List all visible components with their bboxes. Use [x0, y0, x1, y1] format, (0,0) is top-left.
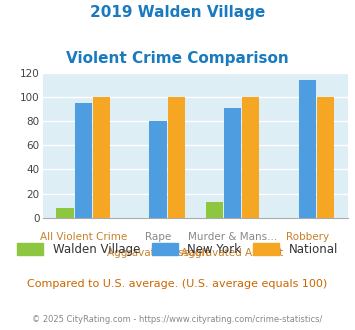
Bar — [224, 108, 241, 218]
Text: Rape: Rape — [145, 232, 171, 242]
Bar — [299, 80, 316, 218]
Bar — [317, 97, 334, 218]
Text: All Violent Crime: All Violent Crime — [40, 232, 127, 242]
Bar — [93, 97, 110, 218]
Text: © 2025 CityRating.com - https://www.cityrating.com/crime-statistics/: © 2025 CityRating.com - https://www.city… — [32, 315, 323, 324]
Text: Aggravated Assault: Aggravated Assault — [181, 248, 284, 258]
Text: Compared to U.S. average. (U.S. average equals 100): Compared to U.S. average. (U.S. average … — [27, 279, 328, 289]
Bar — [149, 121, 166, 218]
Legend: Walden Village, New York, National: Walden Village, New York, National — [12, 239, 343, 261]
Text: Violent Crime Comparison: Violent Crime Comparison — [66, 51, 289, 66]
Bar — [242, 97, 260, 218]
Bar — [168, 97, 185, 218]
Bar — [75, 103, 92, 218]
Bar — [206, 202, 223, 218]
Bar — [56, 208, 73, 218]
Text: Murder & Mans...: Murder & Mans... — [188, 232, 277, 242]
Text: Robbery: Robbery — [286, 232, 329, 242]
Text: 2019 Walden Village: 2019 Walden Village — [90, 5, 265, 20]
Text: Aggravated Assault: Aggravated Assault — [107, 248, 209, 258]
